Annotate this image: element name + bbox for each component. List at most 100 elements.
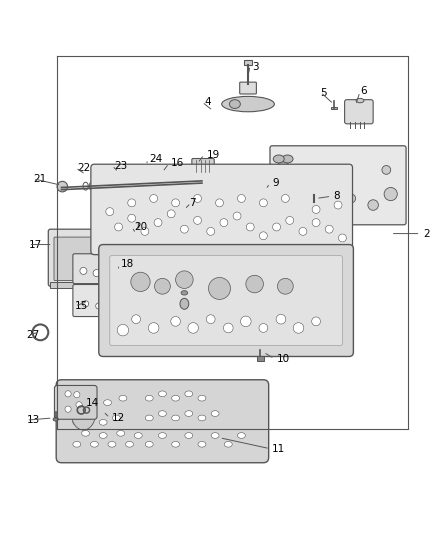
Ellipse shape	[224, 441, 232, 447]
Ellipse shape	[112, 415, 120, 421]
Circle shape	[338, 234, 346, 242]
Circle shape	[193, 216, 201, 224]
Circle shape	[346, 194, 355, 203]
Circle shape	[233, 212, 240, 220]
Circle shape	[154, 219, 162, 227]
Ellipse shape	[277, 161, 288, 169]
Text: 27: 27	[26, 329, 39, 340]
Circle shape	[219, 219, 227, 227]
Circle shape	[109, 301, 115, 307]
FancyBboxPatch shape	[310, 193, 316, 196]
Circle shape	[333, 201, 341, 209]
Text: 23: 23	[114, 160, 127, 171]
Circle shape	[223, 323, 233, 333]
Ellipse shape	[158, 433, 166, 438]
Circle shape	[367, 200, 378, 211]
Circle shape	[281, 195, 289, 203]
Circle shape	[311, 219, 319, 227]
Text: 20: 20	[134, 222, 147, 232]
FancyBboxPatch shape	[73, 254, 127, 284]
FancyBboxPatch shape	[239, 82, 256, 94]
Circle shape	[272, 223, 280, 231]
FancyBboxPatch shape	[243, 60, 252, 66]
Circle shape	[114, 223, 122, 231]
Ellipse shape	[119, 395, 127, 401]
Bar	[107, 253, 113, 259]
Circle shape	[293, 322, 303, 333]
Circle shape	[245, 275, 263, 293]
FancyBboxPatch shape	[269, 146, 405, 225]
Circle shape	[127, 214, 135, 222]
FancyBboxPatch shape	[50, 282, 110, 288]
Ellipse shape	[81, 431, 89, 436]
Ellipse shape	[125, 441, 133, 447]
Text: 22: 22	[77, 163, 90, 173]
Circle shape	[277, 278, 293, 294]
Circle shape	[76, 402, 82, 408]
Circle shape	[258, 324, 267, 333]
Circle shape	[311, 317, 320, 326]
Ellipse shape	[86, 415, 94, 421]
Circle shape	[57, 181, 67, 192]
Circle shape	[65, 391, 71, 397]
Circle shape	[180, 225, 188, 233]
Circle shape	[293, 204, 303, 215]
Ellipse shape	[158, 391, 166, 397]
Circle shape	[154, 278, 170, 294]
Ellipse shape	[355, 99, 363, 103]
FancyBboxPatch shape	[256, 356, 263, 361]
Ellipse shape	[134, 433, 142, 438]
Circle shape	[80, 268, 87, 274]
FancyBboxPatch shape	[344, 100, 372, 124]
Circle shape	[106, 268, 113, 274]
FancyBboxPatch shape	[91, 164, 352, 255]
Circle shape	[237, 195, 245, 203]
Ellipse shape	[184, 433, 192, 438]
Circle shape	[206, 228, 214, 236]
Text: 14: 14	[85, 398, 99, 408]
Ellipse shape	[99, 433, 107, 438]
Ellipse shape	[198, 415, 205, 421]
Ellipse shape	[145, 441, 153, 447]
FancyBboxPatch shape	[330, 107, 336, 109]
FancyBboxPatch shape	[124, 225, 151, 241]
Ellipse shape	[237, 433, 245, 438]
Text: 17: 17	[28, 239, 42, 249]
Ellipse shape	[117, 431, 124, 436]
Circle shape	[175, 271, 193, 288]
Ellipse shape	[184, 411, 192, 416]
Circle shape	[171, 199, 179, 207]
FancyBboxPatch shape	[73, 285, 127, 317]
Ellipse shape	[73, 441, 81, 447]
Bar	[107, 263, 113, 270]
Text: 15: 15	[74, 301, 88, 311]
Circle shape	[383, 188, 396, 200]
Circle shape	[277, 184, 293, 200]
Circle shape	[285, 216, 293, 224]
Ellipse shape	[171, 441, 179, 447]
Ellipse shape	[145, 415, 153, 421]
Ellipse shape	[180, 298, 188, 309]
FancyBboxPatch shape	[110, 255, 342, 345]
Ellipse shape	[145, 395, 153, 401]
Text: 4: 4	[204, 97, 210, 107]
Ellipse shape	[184, 391, 192, 397]
Circle shape	[311, 206, 319, 213]
FancyBboxPatch shape	[191, 158, 214, 173]
FancyBboxPatch shape	[147, 182, 158, 190]
Circle shape	[117, 325, 128, 336]
Ellipse shape	[71, 397, 95, 430]
Ellipse shape	[198, 395, 205, 401]
Ellipse shape	[103, 400, 111, 406]
Ellipse shape	[281, 155, 293, 163]
Circle shape	[170, 317, 180, 326]
Ellipse shape	[99, 419, 107, 425]
Text: 18: 18	[120, 260, 134, 269]
Text: 21: 21	[33, 174, 46, 184]
Circle shape	[131, 315, 140, 324]
Ellipse shape	[73, 419, 81, 425]
Circle shape	[113, 273, 120, 280]
Ellipse shape	[211, 433, 219, 438]
Text: 9: 9	[272, 178, 278, 188]
Circle shape	[141, 228, 148, 236]
